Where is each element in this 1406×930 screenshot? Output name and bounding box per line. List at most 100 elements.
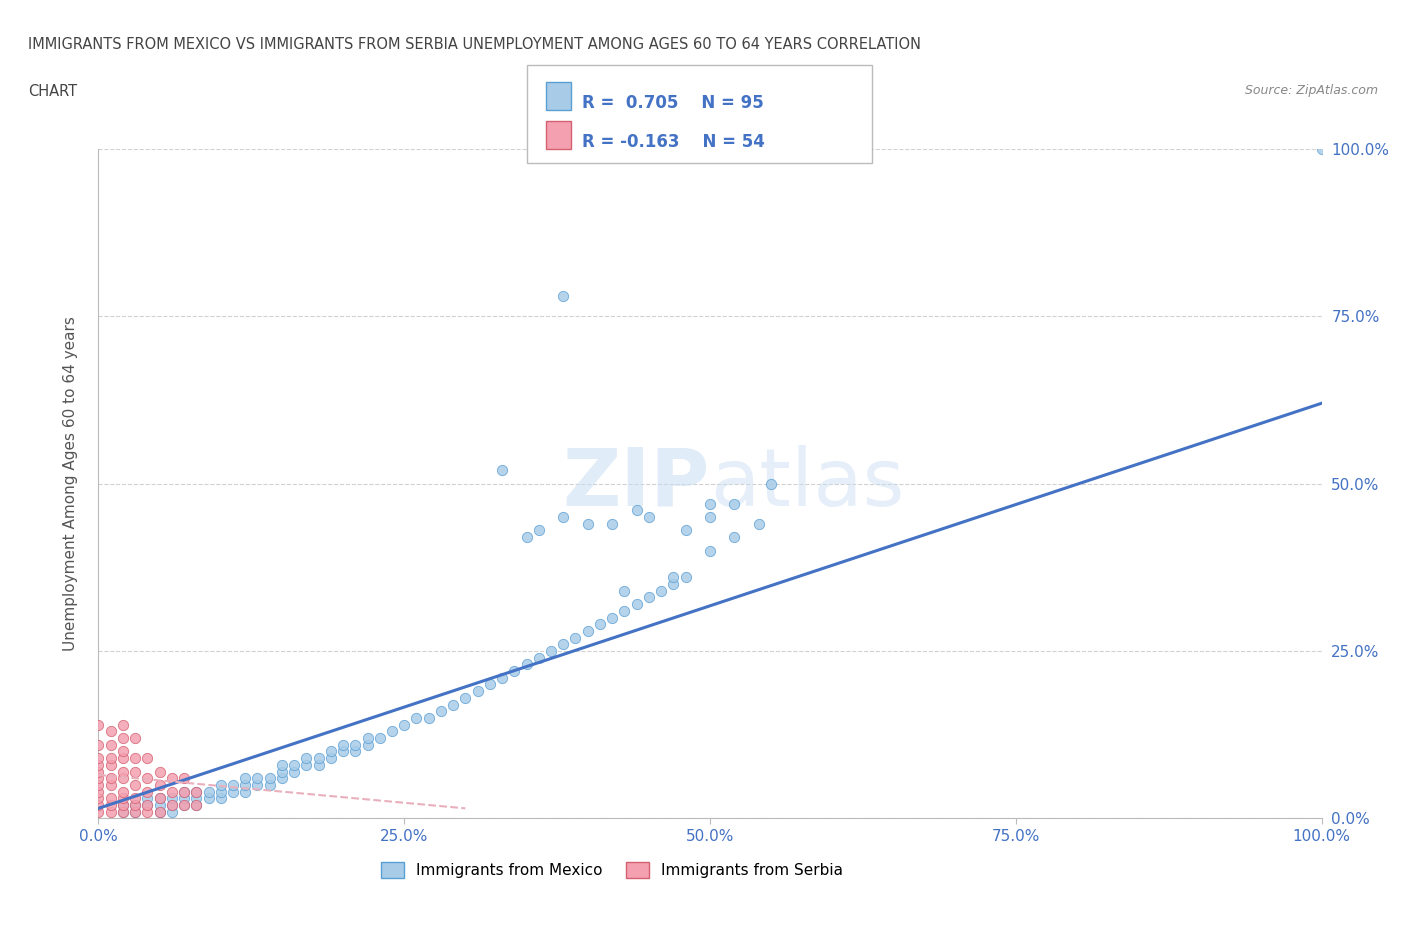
Point [270,764,294,779]
Point [87,804,110,819]
Point [430,704,453,719]
Point [527,650,550,665]
Point [111,744,134,759]
Point [136,751,159,765]
Point [197,790,219,805]
Point [723,497,745,512]
Point [662,577,685,591]
Point [650,583,672,598]
Point [600,516,623,531]
Point [197,784,219,799]
Point [100,737,122,752]
Point [638,510,661,525]
Point [246,777,269,792]
Point [160,790,183,805]
Point [173,784,195,799]
Point [173,784,195,799]
Point [576,516,599,531]
Point [87,777,110,792]
Point [111,798,134,813]
Point [124,751,146,765]
Point [638,590,661,604]
Point [233,784,256,799]
Point [136,771,159,786]
Text: R =  0.705    N = 95: R = 0.705 N = 95 [582,94,763,113]
Point [699,510,721,525]
Point [160,784,183,799]
Point [553,637,575,652]
Point [111,717,134,732]
Point [149,764,172,779]
Point [100,777,122,792]
Point [209,784,232,799]
Point [186,790,208,805]
Point [160,798,183,813]
Point [540,644,562,658]
Point [124,798,146,813]
Point [111,798,134,813]
Point [111,751,134,765]
Point [149,790,172,805]
Point [283,764,305,779]
Point [319,744,342,759]
Point [100,790,122,805]
Point [441,698,464,712]
Point [173,798,195,813]
Legend: Immigrants from Mexico, Immigrants from Serbia: Immigrants from Mexico, Immigrants from … [375,857,849,884]
Point [308,757,330,772]
Point [100,804,122,819]
Point [467,684,489,698]
Point [381,724,404,738]
Point [675,523,697,538]
Point [124,777,146,792]
Point [160,798,183,813]
Point [209,790,232,805]
Point [87,764,110,779]
Point [748,516,770,531]
Point [503,664,526,679]
Point [270,771,294,786]
Point [368,731,391,746]
Point [344,744,367,759]
Point [87,717,110,732]
Point [356,737,378,752]
Point [160,804,183,819]
Point [124,764,146,779]
Point [699,497,721,512]
Point [662,570,685,585]
Point [222,777,245,792]
Point [589,617,612,631]
Point [186,784,208,799]
Point [295,751,318,765]
Point [186,784,208,799]
Point [87,751,110,765]
Point [111,804,134,819]
Point [222,784,245,799]
Point [515,530,537,545]
Point [270,757,294,772]
Point [186,798,208,813]
Point [209,777,232,792]
Point [136,804,159,819]
Point [553,510,575,525]
Point [100,798,122,813]
Point [553,288,575,303]
Point [111,784,134,799]
Point [100,771,122,786]
Point [515,657,537,671]
Point [149,804,172,819]
Text: ZIP: ZIP [562,445,710,523]
Point [761,476,783,491]
Point [149,777,172,792]
Point [100,724,122,738]
Point [111,731,134,746]
Point [124,804,146,819]
Point [124,804,146,819]
Point [418,711,440,725]
Point [111,804,134,819]
Point [149,798,172,813]
Point [283,757,305,772]
Point [699,543,721,558]
Point [124,731,146,746]
Point [124,790,146,805]
